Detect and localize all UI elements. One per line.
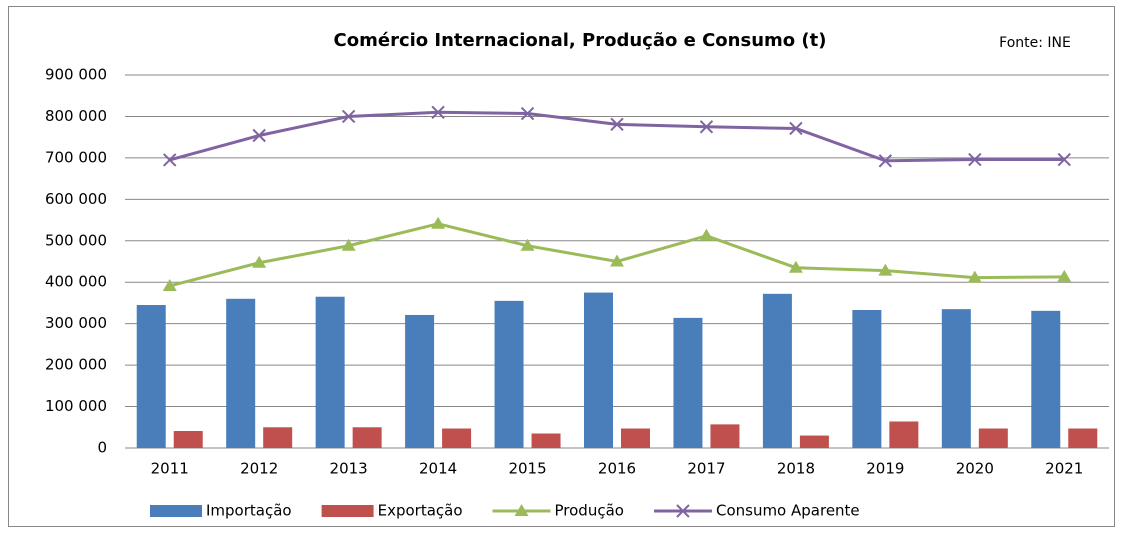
- marker: [699, 228, 714, 241]
- bar: [978, 428, 1008, 448]
- legend-swatch: [150, 505, 202, 517]
- marker: [967, 270, 982, 283]
- bar: [1031, 310, 1061, 448]
- bar: [710, 424, 740, 448]
- marker: [431, 216, 446, 229]
- bar: [442, 428, 472, 448]
- marker: [252, 255, 267, 268]
- x-tick-label: 2012: [240, 460, 278, 478]
- y-tick-label: 700 000: [45, 148, 107, 166]
- y-tick-label: 100 000: [45, 397, 107, 415]
- x-tick-label: 2021: [1045, 460, 1083, 478]
- x-tick-label: 2015: [508, 460, 546, 478]
- bar: [494, 300, 524, 448]
- bar: [621, 428, 650, 448]
- bar: [315, 296, 345, 448]
- bar: [405, 314, 435, 448]
- bar: [136, 305, 166, 448]
- marker: [610, 117, 624, 132]
- chart-title: Comércio Internacional, Produção e Consu…: [334, 30, 827, 51]
- marker: [968, 152, 982, 167]
- y-tick-label: 600 000: [45, 190, 107, 208]
- marker: [162, 278, 177, 291]
- legend-label: Consumo Aparente: [716, 502, 860, 520]
- y-tick-label: 300 000: [45, 314, 107, 332]
- marker: [676, 504, 690, 518]
- y-tick-label: 400 000: [45, 273, 107, 291]
- legend-swatch: [321, 505, 374, 517]
- y-tick-label: 0: [97, 439, 107, 457]
- x-tick-label: 2016: [598, 460, 636, 478]
- bar: [584, 292, 613, 448]
- bar: [352, 427, 382, 448]
- bar: [889, 421, 919, 448]
- bar: [531, 433, 561, 448]
- x-tick-label: 2019: [866, 460, 904, 478]
- y-tick-label: 500 000: [45, 231, 107, 249]
- x-tick-label: 2011: [151, 460, 189, 478]
- y-tick-label: 800 000: [45, 107, 107, 125]
- source-note: Fonte: INE: [999, 35, 1071, 51]
- x-tick-label: 2018: [777, 460, 815, 478]
- marker: [520, 106, 535, 121]
- legend-label: Produção: [555, 502, 624, 520]
- marker: [878, 154, 893, 168]
- y-tick-label: 200 000: [45, 356, 107, 374]
- x-tick-label: 2020: [956, 460, 994, 478]
- bar: [263, 427, 293, 448]
- legend-label: Importação: [206, 502, 292, 520]
- marker: [520, 238, 535, 251]
- x-tick-label: 2017: [687, 460, 725, 478]
- marker: [514, 504, 529, 516]
- legend-label: Exportação: [378, 502, 463, 520]
- x-tick-label: 2014: [419, 460, 457, 478]
- marker: [789, 121, 803, 136]
- marker: [610, 254, 624, 267]
- y-tick-label: 900 000: [45, 66, 107, 84]
- marker: [252, 128, 266, 143]
- bar: [226, 298, 256, 448]
- marker: [163, 153, 177, 167]
- bar: [173, 431, 203, 448]
- x-tick-label: 2013: [330, 460, 368, 478]
- marker: [1057, 269, 1072, 282]
- bar: [852, 309, 882, 448]
- marker: [788, 260, 803, 273]
- marker: [699, 120, 714, 134]
- bar: [941, 309, 971, 448]
- bar: [762, 293, 792, 448]
- marker: [431, 105, 445, 120]
- marker: [341, 109, 356, 124]
- marker: [1057, 152, 1071, 167]
- bar: [673, 317, 703, 448]
- bar: [1068, 428, 1098, 448]
- marker: [878, 263, 893, 276]
- marker: [341, 238, 356, 251]
- bar: [799, 435, 829, 448]
